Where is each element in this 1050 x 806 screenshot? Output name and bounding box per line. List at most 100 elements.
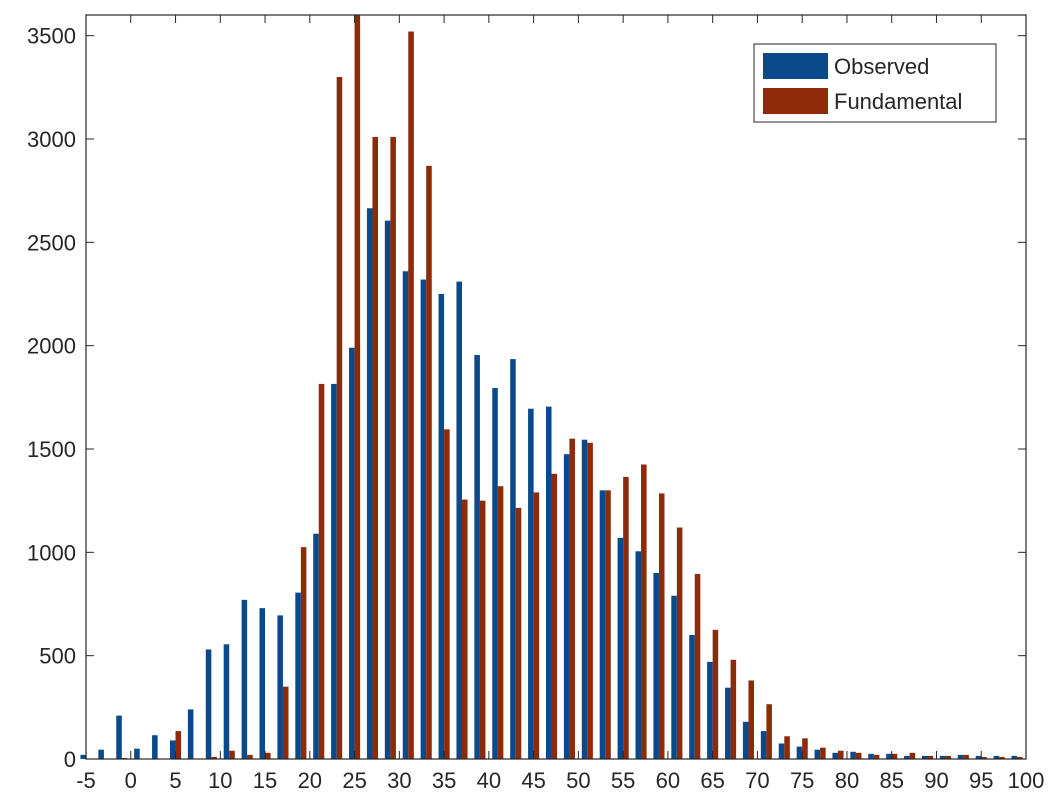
bar-observed-61 [671,595,677,759]
bar-fundamental-51 [587,442,593,759]
bar-fundamental-67 [730,659,737,759]
bar-observed-53 [599,490,606,759]
bar-fundamental-95 [981,756,987,759]
bar-observed-29 [384,220,391,760]
bar-observed-67 [725,687,731,759]
bar-fundamental-99 [1017,756,1023,759]
bar-observed-21 [313,533,319,759]
bar-fundamental-61 [676,527,683,759]
bar-fundamental-27 [372,136,379,759]
bar-observed--5 [80,754,86,759]
bar-fundamental-79 [838,750,844,759]
bar-fundamental-97 [999,756,1005,759]
bar-observed-17 [277,615,283,759]
bar-observed-87 [904,755,910,759]
bar-observed-33 [420,279,427,759]
bar-observed-43 [510,359,516,759]
bar-fundamental-53 [605,490,611,759]
bar-fundamental-93 [963,754,969,759]
bar-observed-71 [760,731,767,759]
bar-fundamental-31 [408,31,414,760]
bar-fundamental-77 [820,747,826,759]
bar-observed-37 [456,281,462,759]
x-axis: -5 0 5 10 15 20 25 30 35 40 45 50 55 60 65 70 75 80 85 90 95… [76,15,1044,793]
bar-observed-23 [331,383,337,759]
bar-observed-59 [653,573,659,759]
bar-observed-81 [850,751,856,759]
x-tick-label-55: 55 [611,768,635,793]
x-tick-label-50: 50 [566,768,590,793]
bar-observed-69 [742,721,749,759]
x-tick-label-30: 30 [387,768,411,793]
bar-fundamental-63 [694,574,701,759]
bar-observed-49 [563,454,570,759]
x-tick-label-70: 70 [745,768,769,793]
bar-fundamental-15 [265,752,271,759]
bar-fundamental-87 [909,752,916,759]
plot-frame [85,14,1027,760]
x-tick-label-25: 25 [342,768,366,793]
bar-observed-79 [832,752,838,759]
bar-fundamental-73 [784,736,790,759]
bar-observed-97 [993,755,1000,759]
x-tick-label-20: 20 [298,768,322,793]
bar-observed-51 [581,439,588,759]
bar-observed--1 [116,715,122,759]
x-tick-label-10: 10 [208,768,232,793]
bar-observed-85 [886,753,892,759]
bar-observed-1 [134,748,140,759]
bar-observed--3 [98,749,104,759]
bar-fundamental-21 [318,383,325,759]
bar-observed-5 [169,740,176,759]
bar-observed-25 [349,347,355,759]
x-tick-label-15: 15 [253,768,277,793]
x-tick-label-95: 95 [969,768,993,793]
bar-fundamental-89 [927,755,934,759]
bar-fundamental-17 [282,686,289,759]
bar-fundamental-45 [533,492,540,759]
bar-fundamental-91 [945,755,951,759]
x-tick-label-75: 75 [790,768,814,793]
legend-label-observed: Observed [834,54,929,79]
bar-fundamental-13 [247,754,253,759]
bar-observed-99 [1011,755,1018,759]
bar-fundamental-33 [426,165,432,759]
bar-fundamental-5 [175,731,182,759]
y-tick-label-500: 500 [39,644,76,669]
bar-fundamental-25 [354,15,361,759]
bar-fundamental-83 [873,754,880,759]
bar-observed-63 [689,635,695,759]
bar-fundamental-55 [623,476,629,759]
y-tick-label-1000: 1000 [27,540,76,565]
bar-observed-77 [814,749,821,759]
legend-label-fundamental: Fundamental [834,89,962,114]
x-tick-label-90: 90 [924,768,948,793]
bar-fundamental-29 [390,136,396,759]
bar-observed-91 [939,755,946,759]
bar-fundamental-47 [551,473,558,759]
legend-swatch-fundamental [763,88,828,114]
bar-observed-83 [868,753,874,759]
bar-fundamental-11 [229,750,235,759]
bar-observed-93 [957,754,964,759]
bar-observed-39 [474,354,480,759]
x-tick-label-45: 45 [521,768,545,793]
bar-fundamental-81 [855,752,862,759]
bar-fundamental-69 [748,680,755,759]
bar-observed-73 [778,743,785,759]
bar-observed-41 [492,388,498,759]
x-tick-label-100: 100 [1008,768,1045,793]
bar-observed-31 [402,271,409,759]
bar-observed-3 [152,735,158,759]
bar-observed-55 [617,537,624,759]
y-tick-label-3000: 3000 [27,127,76,152]
bar-observed-65 [707,661,713,759]
x-tick-label-65: 65 [700,768,724,793]
bar-observed-89 [921,755,928,759]
bar-fundamental-19 [300,547,307,759]
bars-group [80,15,1023,760]
y-tick-label-0: 0 [64,747,76,772]
bar-observed-75 [796,746,803,759]
x-tick-label-85: 85 [879,768,903,793]
